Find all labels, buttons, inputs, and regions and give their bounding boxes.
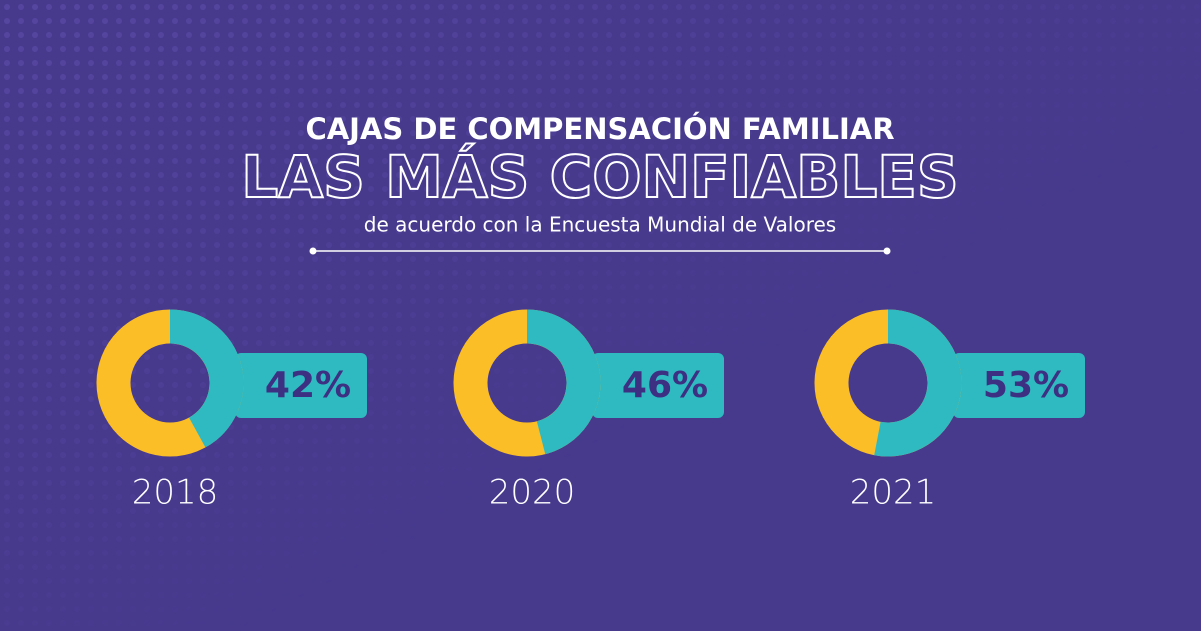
title: CAJAS DE COMPENSACIÓN FAMILIAR — [305, 112, 894, 146]
value-label: 53% — [983, 365, 1069, 406]
divider-dot — [309, 247, 317, 255]
divider-dot — [883, 247, 891, 255]
value-label: 42% — [265, 365, 351, 406]
year-label: 2021 — [850, 473, 937, 513]
value-label: 46% — [622, 365, 708, 406]
year-label: 2020 — [489, 473, 576, 513]
donut-segment — [874, 309, 962, 457]
subtitle: de acuerdo con la Encuesta Mundial de Va… — [364, 213, 836, 237]
value-label-box — [953, 353, 1085, 418]
value-label-box — [592, 353, 724, 418]
year-label: 2018 — [132, 473, 219, 513]
donut-segment — [526, 309, 601, 455]
headline: LAS MÁS CONFIABLES — [241, 142, 958, 211]
value-label-box — [235, 353, 367, 418]
donut-segment — [169, 309, 244, 448]
